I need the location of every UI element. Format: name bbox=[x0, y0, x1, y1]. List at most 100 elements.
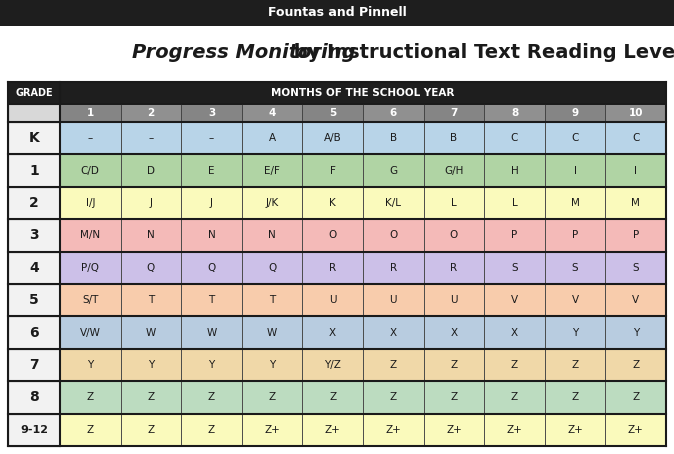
Text: L: L bbox=[451, 198, 457, 208]
Bar bbox=[303, 349, 363, 381]
Text: GRADE: GRADE bbox=[16, 88, 53, 98]
Bar bbox=[363, 122, 423, 154]
Text: E: E bbox=[208, 166, 215, 176]
Text: O: O bbox=[329, 230, 337, 241]
Text: X: X bbox=[450, 328, 458, 338]
Bar bbox=[545, 316, 605, 349]
Text: R: R bbox=[390, 263, 397, 273]
Bar bbox=[8, 82, 666, 446]
Bar bbox=[60, 414, 121, 446]
Bar bbox=[484, 122, 545, 154]
Text: E/F: E/F bbox=[264, 166, 280, 176]
Text: U: U bbox=[450, 295, 458, 305]
Text: F: F bbox=[330, 166, 336, 176]
Bar bbox=[423, 316, 484, 349]
Bar bbox=[363, 316, 423, 349]
Text: by Instructional Text Reading Level: by Instructional Text Reading Level bbox=[287, 43, 674, 61]
Text: Z: Z bbox=[390, 360, 397, 370]
Text: 4: 4 bbox=[268, 108, 276, 118]
Bar bbox=[181, 349, 242, 381]
Bar bbox=[8, 381, 60, 414]
Bar bbox=[363, 219, 423, 252]
Text: 5: 5 bbox=[29, 293, 39, 307]
Text: S: S bbox=[572, 263, 578, 273]
Text: V: V bbox=[572, 295, 579, 305]
Bar bbox=[423, 122, 484, 154]
Text: T: T bbox=[148, 295, 154, 305]
Text: Fountas and Pinnell: Fountas and Pinnell bbox=[268, 6, 406, 20]
Text: X: X bbox=[329, 328, 336, 338]
Bar bbox=[181, 104, 242, 122]
Text: –: – bbox=[148, 133, 154, 143]
Bar bbox=[181, 154, 242, 187]
Text: V: V bbox=[632, 295, 639, 305]
Text: 4: 4 bbox=[29, 261, 39, 275]
Bar bbox=[60, 122, 121, 154]
Bar bbox=[303, 122, 363, 154]
Text: 9: 9 bbox=[572, 108, 579, 118]
Bar bbox=[8, 252, 60, 284]
Bar bbox=[60, 349, 121, 381]
Bar bbox=[484, 252, 545, 284]
Bar bbox=[121, 154, 181, 187]
Text: M: M bbox=[632, 198, 640, 208]
Bar bbox=[60, 82, 666, 104]
Text: M: M bbox=[571, 198, 580, 208]
Bar bbox=[545, 349, 605, 381]
Bar bbox=[242, 284, 303, 316]
Bar bbox=[423, 219, 484, 252]
Text: 2: 2 bbox=[29, 196, 39, 210]
Bar bbox=[242, 349, 303, 381]
Text: Q: Q bbox=[147, 263, 155, 273]
Bar bbox=[8, 284, 60, 316]
Bar bbox=[181, 219, 242, 252]
Text: P: P bbox=[512, 230, 518, 241]
Bar bbox=[363, 187, 423, 219]
Bar bbox=[303, 381, 363, 414]
Text: C/D: C/D bbox=[81, 166, 100, 176]
Bar bbox=[605, 252, 666, 284]
Bar bbox=[8, 316, 60, 349]
Text: 7: 7 bbox=[450, 108, 458, 118]
Text: 9-12: 9-12 bbox=[20, 425, 48, 435]
Bar bbox=[242, 252, 303, 284]
Text: Q: Q bbox=[208, 263, 216, 273]
Bar bbox=[605, 187, 666, 219]
Bar bbox=[60, 381, 121, 414]
Bar bbox=[605, 316, 666, 349]
Text: J/K: J/K bbox=[266, 198, 279, 208]
Bar bbox=[121, 316, 181, 349]
Bar bbox=[363, 381, 423, 414]
Text: B: B bbox=[390, 133, 397, 143]
Text: T: T bbox=[208, 295, 214, 305]
Text: 7: 7 bbox=[29, 358, 39, 372]
Bar bbox=[8, 349, 60, 381]
Text: 6: 6 bbox=[390, 108, 397, 118]
Text: N: N bbox=[147, 230, 155, 241]
Text: X: X bbox=[511, 328, 518, 338]
Bar bbox=[545, 154, 605, 187]
Text: 8: 8 bbox=[511, 108, 518, 118]
Text: Z: Z bbox=[572, 392, 579, 402]
Bar bbox=[121, 104, 181, 122]
Bar bbox=[484, 284, 545, 316]
Bar bbox=[423, 414, 484, 446]
Text: U: U bbox=[390, 295, 397, 305]
Text: –: – bbox=[88, 133, 93, 143]
Bar bbox=[181, 381, 242, 414]
Bar bbox=[303, 414, 363, 446]
Text: Z+: Z+ bbox=[325, 425, 340, 435]
Bar bbox=[605, 349, 666, 381]
Bar bbox=[545, 104, 605, 122]
Text: H: H bbox=[511, 166, 518, 176]
Bar bbox=[121, 349, 181, 381]
Text: G/H: G/H bbox=[444, 166, 464, 176]
Text: Y: Y bbox=[572, 328, 578, 338]
Bar bbox=[363, 154, 423, 187]
Text: Z: Z bbox=[572, 360, 579, 370]
Text: Z: Z bbox=[329, 392, 336, 402]
Bar bbox=[181, 122, 242, 154]
Text: Z: Z bbox=[511, 360, 518, 370]
Text: L: L bbox=[512, 198, 518, 208]
Text: V/W: V/W bbox=[80, 328, 100, 338]
